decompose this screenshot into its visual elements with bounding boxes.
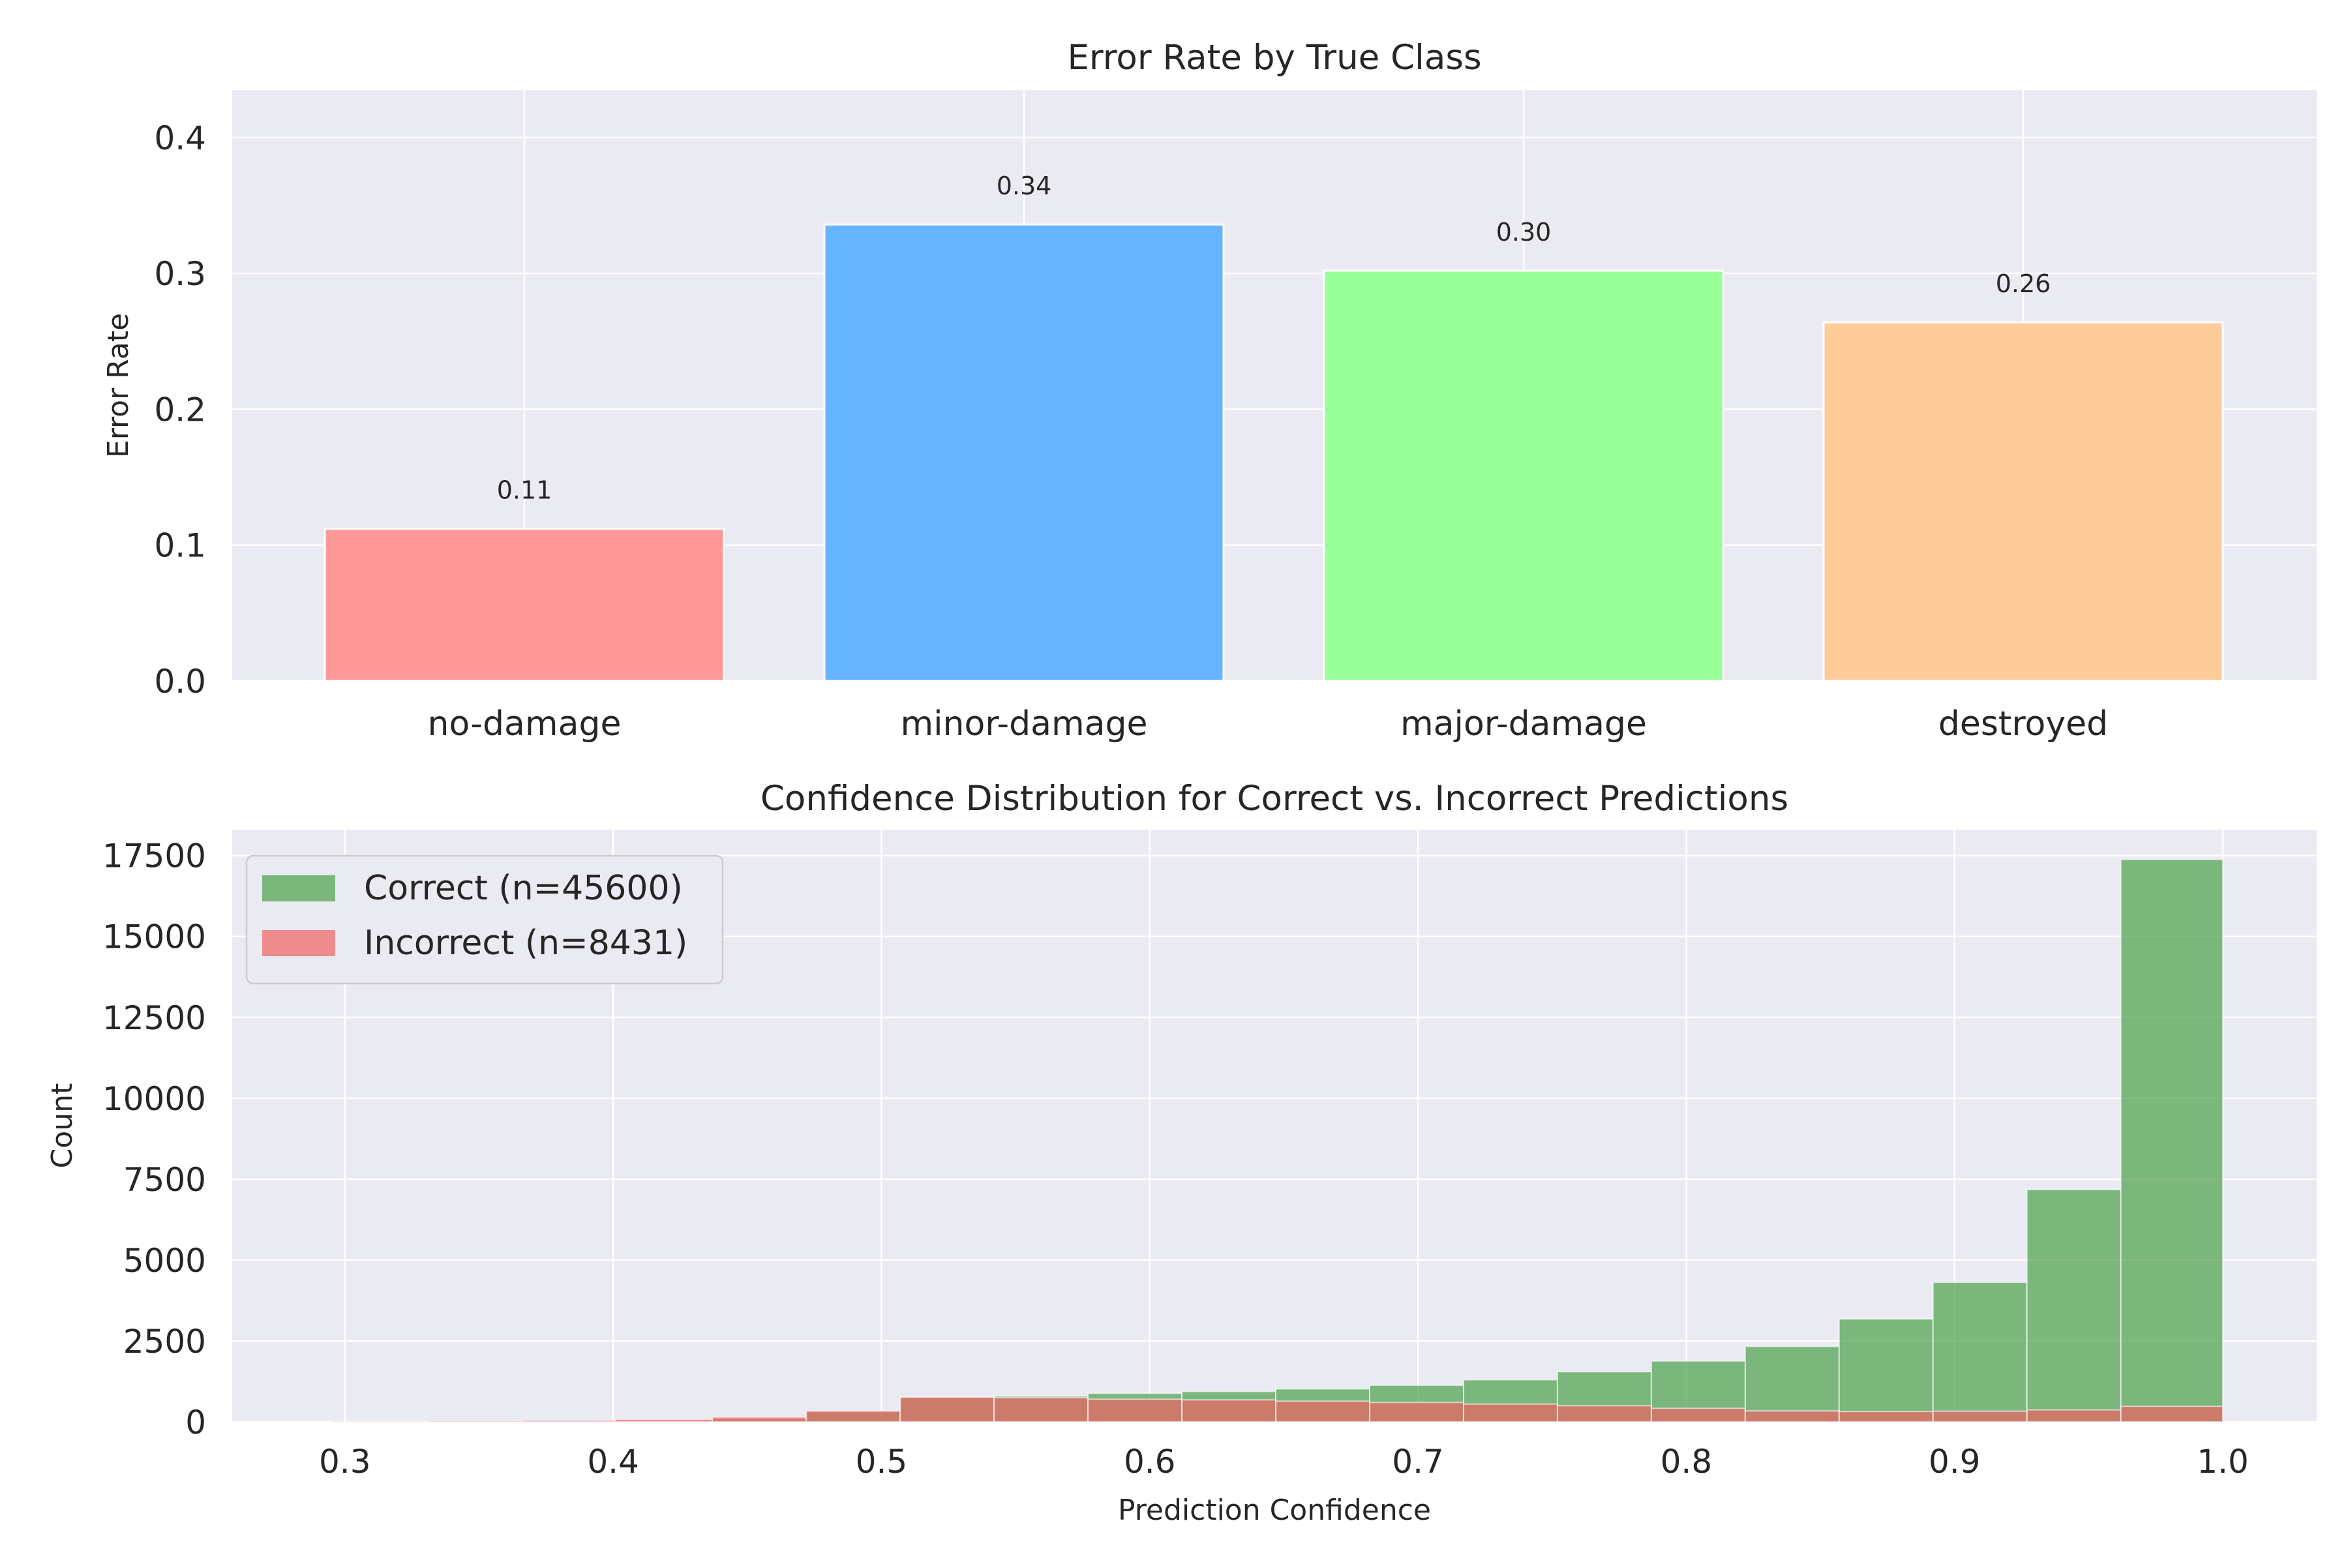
- y-tick-label: 0.1: [154, 527, 206, 565]
- histogram-bar: [1839, 1411, 1933, 1422]
- x-tick-label: 0.7: [1392, 1443, 1444, 1481]
- y-tick-label: 0.3: [154, 255, 206, 293]
- histogram-bar: [1745, 1411, 1839, 1422]
- histogram-bar: [1088, 1399, 1182, 1422]
- y-tick-label: 0.2: [154, 391, 206, 429]
- histogram-bar: [1933, 1411, 2027, 1422]
- histogram-bar: [1464, 1404, 1558, 1422]
- y-tick-label: 15000: [102, 918, 206, 956]
- legend-swatch: [262, 875, 335, 901]
- y-tick-label: 0.4: [154, 119, 206, 157]
- y-axis-label: Count: [46, 1083, 79, 1169]
- histogram-bar: [1276, 1401, 1370, 1422]
- histogram-bar: [522, 1421, 616, 1422]
- x-tick-label: 0.6: [1124, 1443, 1176, 1481]
- histogram-bar: [2027, 1190, 2121, 1422]
- legend: Correct (n=45600) Incorrect (n=8431): [247, 856, 723, 984]
- bar-value-label: 0.26: [1996, 269, 2051, 298]
- y-tick-label: 10000: [102, 1080, 206, 1118]
- bar-major-damage: [1324, 271, 1723, 681]
- x-tick-label: destroyed: [1938, 704, 2108, 744]
- bar-value-label: 0.34: [997, 172, 1052, 200]
- x-tick-label: 0.3: [319, 1443, 371, 1481]
- y-tick-label: 0: [185, 1404, 206, 1441]
- histogram-bar: [900, 1397, 994, 1422]
- error-rate-chart: 0.0 0.1 0.2 0.3 0.4 0.11 no-damage 0.34 minor-da…: [102, 38, 2317, 744]
- x-tick-label: minor-damage: [900, 704, 1147, 744]
- bar-no-damage: [325, 529, 724, 681]
- y-tick-label: 5000: [123, 1242, 206, 1280]
- y-tick-label: 7500: [123, 1161, 206, 1199]
- x-tick-label: 0.9: [1929, 1443, 1981, 1481]
- histogram-bar: [994, 1398, 1088, 1422]
- y-tick-label: 2500: [123, 1323, 206, 1361]
- legend-label: Incorrect (n=8431): [364, 924, 687, 963]
- x-tick-label: 0.8: [1661, 1443, 1713, 1481]
- x-tick-label: major-damage: [1400, 704, 1647, 744]
- histogram-bar: [1558, 1406, 1651, 1422]
- confidence-histogram: 0 2500 5000 7500 10000 12500 15000 17500 0.3 0.4 0…: [46, 779, 2317, 1527]
- bar-value-label: 0.11: [497, 476, 552, 505]
- chart-title: Confidence Distribution for Correct vs. …: [760, 779, 1788, 819]
- histogram-bar: [428, 1421, 522, 1422]
- histogram-bar: [712, 1417, 806, 1422]
- chart-title: Error Rate by True Class: [1067, 38, 1481, 78]
- histogram-bar: [2121, 1406, 2223, 1422]
- x-tick-label: 0.5: [856, 1443, 908, 1481]
- legend-swatch: [262, 930, 335, 956]
- histogram-bar: [1370, 1402, 1464, 1422]
- histogram-bar: [1182, 1400, 1276, 1422]
- legend-label: Correct (n=45600): [364, 869, 683, 908]
- histogram-bar: [1651, 1408, 1745, 1422]
- x-tick-label: 1.0: [2197, 1443, 2249, 1481]
- histogram-bar: [1839, 1319, 1933, 1422]
- bar-value-label: 0.30: [1496, 218, 1552, 247]
- bar-minor-damage: [824, 224, 1224, 681]
- histogram-bar: [806, 1411, 900, 1422]
- x-tick-label: 0.4: [587, 1443, 639, 1481]
- bar-destroyed: [1824, 322, 2223, 681]
- histogram-bar: [616, 1419, 712, 1422]
- histogram-bar: [2121, 860, 2223, 1422]
- y-axis-label: Error Rate: [102, 313, 135, 458]
- histogram-bar: [2027, 1410, 2121, 1422]
- y-tick-label: 12500: [102, 999, 206, 1037]
- x-axis-label: Prediction Confidence: [1118, 1494, 1431, 1527]
- histogram-bar: [1933, 1282, 2027, 1422]
- x-tick-label: no-damage: [428, 704, 622, 744]
- y-tick-label: 0.0: [154, 663, 206, 701]
- y-tick-label: 17500: [102, 837, 206, 875]
